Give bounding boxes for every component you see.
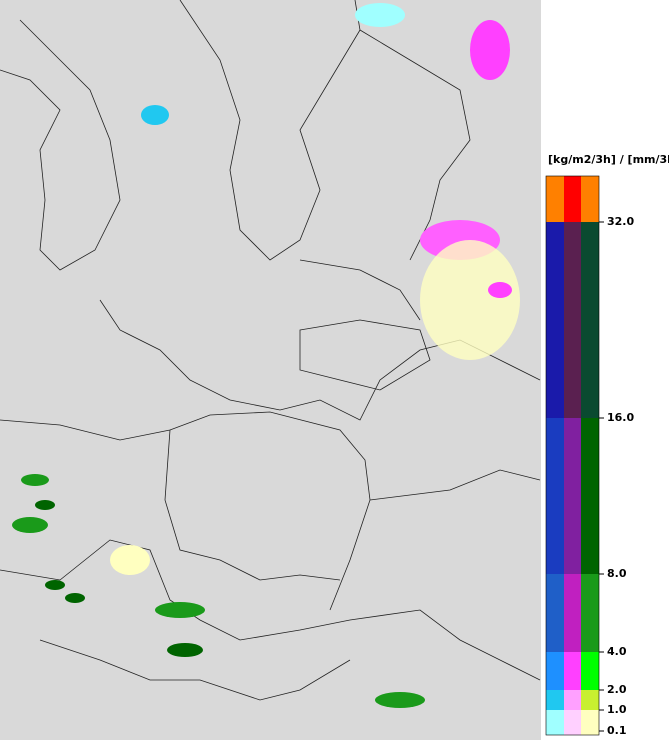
legend-band (581, 176, 599, 222)
precip-area (35, 500, 55, 510)
precip-area (167, 643, 203, 657)
precip-area (12, 517, 48, 533)
legend-band (546, 690, 564, 710)
legend-tick-label: 8.0 (607, 567, 627, 580)
legend-band (564, 652, 581, 690)
precip-area (470, 20, 510, 80)
precip-area (21, 474, 49, 486)
legend-band (546, 222, 564, 418)
legend-band (546, 418, 564, 574)
legend-unit: [kg/m2/3h] / [mm/3h] (548, 153, 669, 166)
legend-band (546, 710, 564, 735)
precip-area (141, 105, 169, 125)
map-borders (0, 0, 541, 701)
legend-band (546, 574, 564, 652)
legend-tick-label: 4.0 (607, 645, 627, 658)
legend-band (564, 176, 581, 222)
legend-band (564, 418, 581, 574)
precip-area (65, 593, 85, 603)
precip-area (375, 692, 425, 708)
precip-area (155, 602, 205, 618)
legend-band (564, 574, 581, 652)
legend-band (581, 418, 599, 574)
legend-band (546, 652, 564, 690)
precipitation-areas (12, 3, 520, 708)
legend-band (581, 710, 599, 735)
legend-tick-label: 16.0 (607, 411, 634, 424)
legend-band (581, 222, 599, 418)
legend-band (581, 652, 599, 690)
legend-band (564, 690, 581, 710)
legend-band (581, 574, 599, 652)
legend-band (581, 690, 599, 710)
precip-area (488, 282, 512, 298)
legend-band (546, 176, 564, 222)
legend-band (564, 710, 581, 735)
precip-area (355, 3, 405, 27)
legend-tick-label: 1.0 (607, 703, 627, 716)
legend-tick-label: 2.0 (607, 683, 627, 696)
legend-band (564, 222, 581, 418)
legend-tick-label: 32.0 (607, 215, 634, 228)
precip-area (45, 580, 65, 590)
precip-area (420, 240, 520, 360)
legend-tick-label: 0.1 (607, 724, 627, 737)
precip-area (110, 545, 150, 575)
legend-frame (545, 175, 600, 736)
map-background (0, 0, 541, 740)
